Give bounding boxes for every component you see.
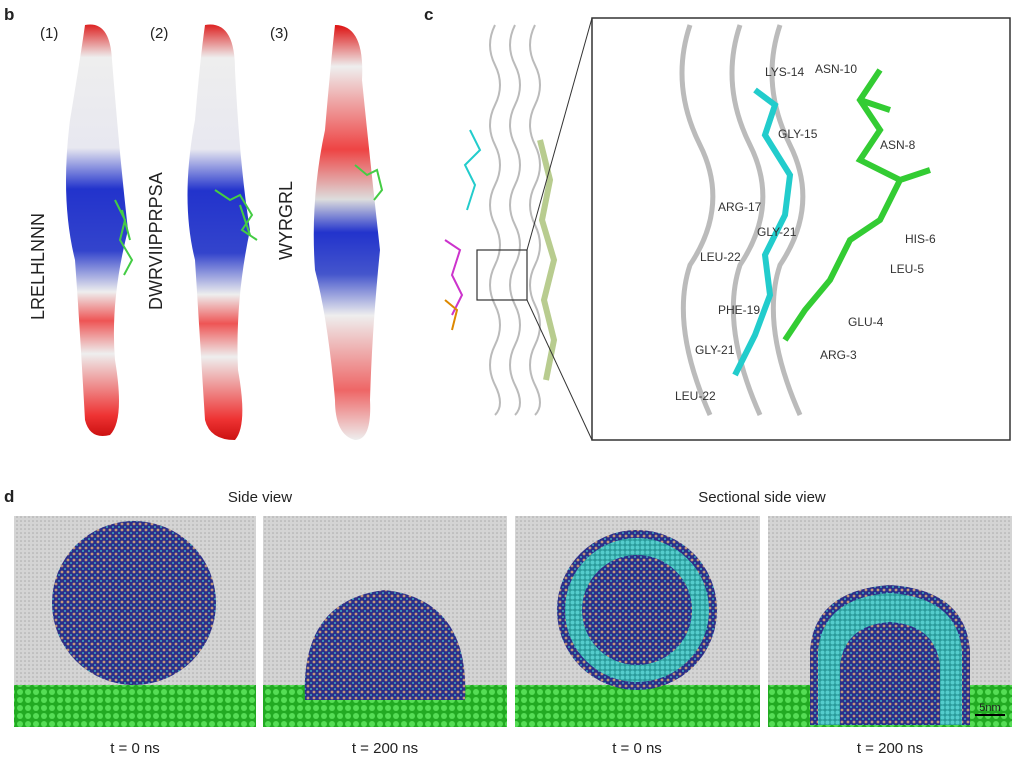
ligand xyxy=(354,164,384,201)
residue-label: GLY-15 xyxy=(778,127,818,141)
ligand xyxy=(444,299,459,331)
residue-label: PHE-19 xyxy=(718,303,760,317)
item-number: (3) xyxy=(270,25,288,42)
item-number: (2) xyxy=(150,25,168,42)
peptide-surface xyxy=(313,25,380,440)
view-header: Sectional side view xyxy=(698,489,826,506)
residue-label: HIS-6 xyxy=(905,232,936,246)
scale-bar: 5nm xyxy=(979,702,1000,714)
sequence: WYRGRL xyxy=(276,181,296,260)
residue-label: LEU-22 xyxy=(700,250,741,264)
sim-panels xyxy=(14,516,1012,727)
panel-label: b xyxy=(4,5,14,24)
sequence: DWRVIIPPRPSA xyxy=(146,172,166,310)
sequence: LRELHLNNN xyxy=(28,213,48,320)
view-header: Side view xyxy=(228,489,292,506)
residue-label: GLU-4 xyxy=(848,315,884,329)
fibril-residues xyxy=(732,87,794,377)
residue-label: GLY-21 xyxy=(757,225,797,239)
zoom-line xyxy=(526,299,593,441)
item-number: (1) xyxy=(40,25,58,42)
ligand-cluster xyxy=(537,139,558,381)
time-label: t = 200 ns xyxy=(352,740,418,757)
residue-label: ASN-10 xyxy=(815,62,857,76)
zoom-box xyxy=(476,249,528,301)
residue-label: LEU-22 xyxy=(675,389,716,403)
residue-label: ARG-17 xyxy=(718,200,762,214)
zoom-line xyxy=(526,17,593,251)
panel-label: d xyxy=(4,487,14,506)
panel-label: c xyxy=(424,5,433,24)
fibril-detail xyxy=(679,24,806,417)
peptide-surface xyxy=(187,24,250,441)
fibril xyxy=(489,24,541,416)
residue-label: LEU-5 xyxy=(890,262,924,276)
ligand xyxy=(444,239,464,316)
residue-label: ASN-8 xyxy=(880,138,916,152)
ligand xyxy=(214,189,258,241)
zoom-panel xyxy=(591,17,1011,441)
time-label: t = 0 ns xyxy=(110,740,160,757)
residue-label: ARG-3 xyxy=(820,348,857,362)
time-label: t = 200 ns xyxy=(857,740,923,757)
peptide-surface xyxy=(66,24,128,436)
ligand xyxy=(463,129,482,211)
time-label: t = 0 ns xyxy=(612,740,662,757)
residue-label: LYS-14 xyxy=(765,65,804,79)
ligand xyxy=(114,199,134,276)
residue-label: GLY-21 xyxy=(695,343,735,357)
ligand-detail xyxy=(782,68,931,342)
